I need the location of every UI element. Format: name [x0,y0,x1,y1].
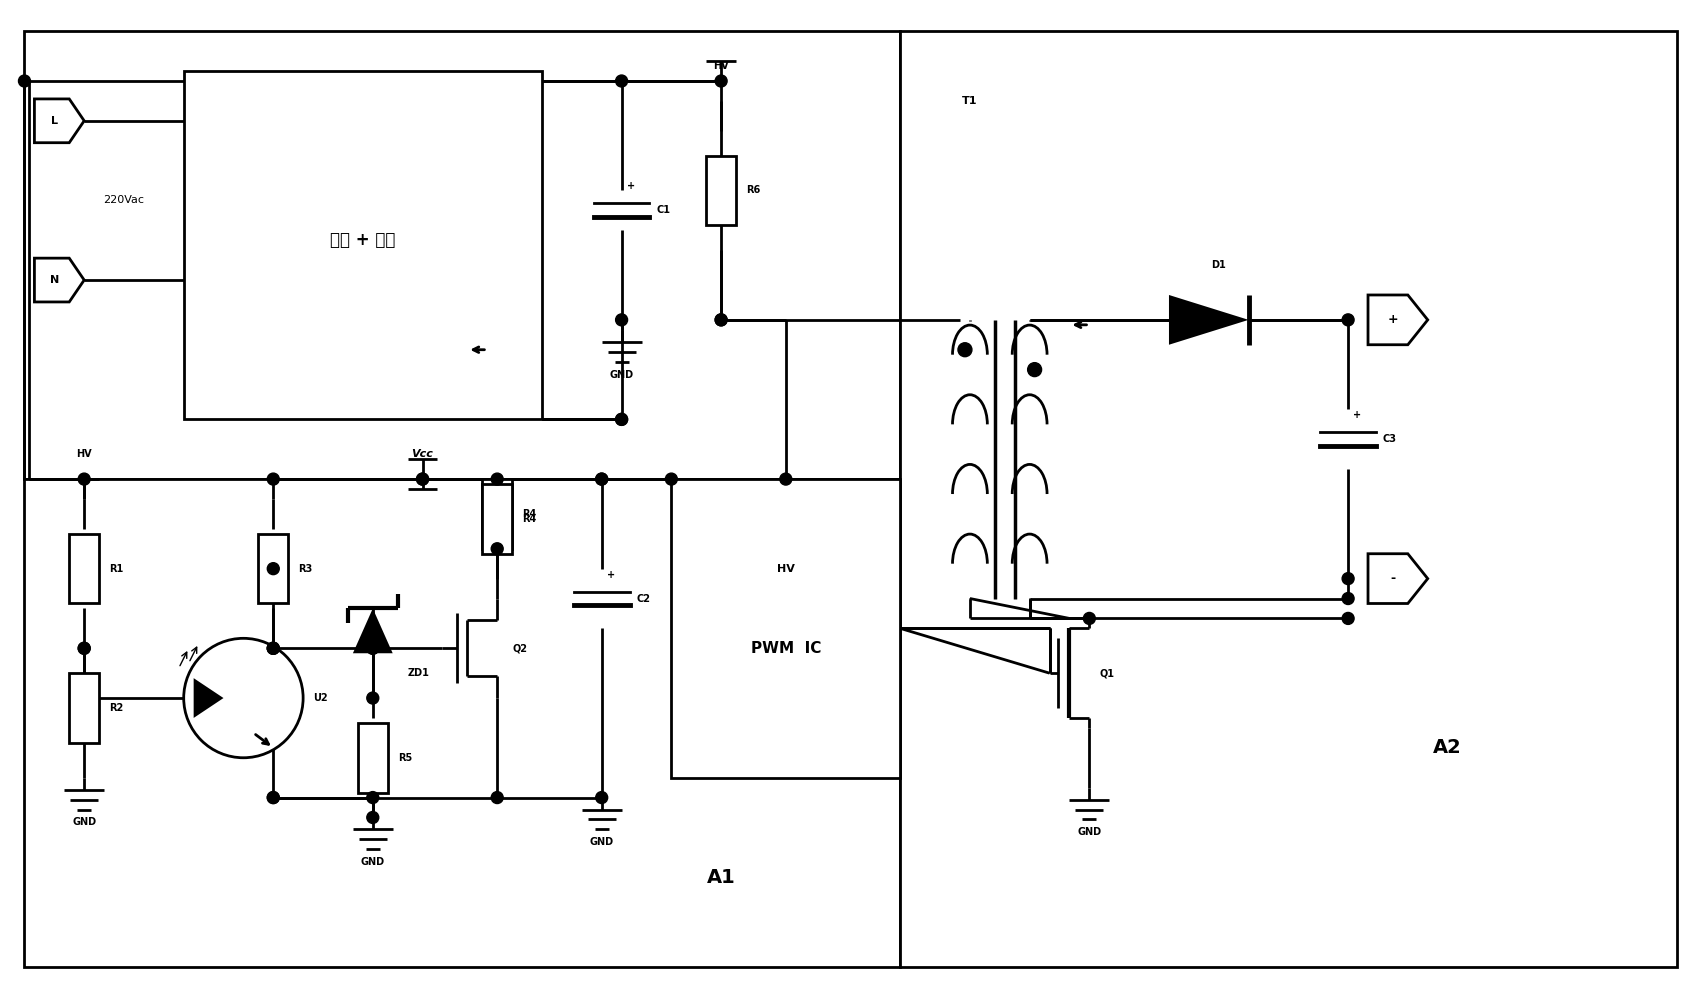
Circle shape [417,473,429,485]
Circle shape [1342,593,1354,605]
Polygon shape [194,678,223,718]
Text: ZD1: ZD1 [408,669,429,679]
Text: C1: C1 [657,206,670,216]
Circle shape [78,473,90,485]
Circle shape [367,791,379,803]
Text: +: + [1352,410,1361,420]
Circle shape [492,791,503,803]
Text: Q1: Q1 [1099,669,1114,679]
Circle shape [367,643,379,655]
Circle shape [779,473,791,485]
Circle shape [714,75,726,87]
Text: R3: R3 [298,564,313,574]
Polygon shape [352,609,393,654]
Polygon shape [34,99,83,143]
Text: L: L [51,116,58,126]
Text: R1: R1 [109,564,122,574]
Circle shape [367,643,379,655]
Circle shape [595,791,607,803]
Circle shape [78,643,90,655]
Text: T1: T1 [963,96,978,106]
Text: 滤波 + 整流: 滤波 + 整流 [330,232,396,250]
Text: U2: U2 [313,693,328,703]
Circle shape [595,473,607,485]
Bar [483,484,512,554]
Circle shape [492,473,503,485]
Text: -: - [1390,572,1395,585]
Circle shape [714,314,726,325]
Text: +: + [607,570,614,580]
Text: A2: A2 [1434,739,1461,757]
Circle shape [616,75,628,87]
Circle shape [665,473,677,485]
Text: Q2: Q2 [512,644,527,654]
Bar [259,534,287,604]
Circle shape [1027,362,1041,376]
Circle shape [417,473,429,485]
Circle shape [492,543,503,555]
Text: GND: GND [71,817,97,827]
Text: R6: R6 [747,186,760,196]
Polygon shape [1368,295,1427,344]
Text: R2: R2 [109,703,122,713]
Circle shape [184,639,303,757]
Bar [184,71,543,419]
Bar [24,479,900,967]
Text: GND: GND [609,369,634,379]
Text: HV: HV [777,564,794,574]
Circle shape [267,791,279,803]
Bar [70,534,99,604]
Circle shape [267,563,279,575]
Bar [70,674,99,743]
Bar [24,31,900,479]
Text: N: N [49,275,60,285]
Circle shape [78,643,90,655]
Bar [483,479,512,549]
Text: 220Vac: 220Vac [104,196,145,206]
Bar [900,31,1677,967]
Circle shape [267,473,279,485]
Circle shape [267,643,279,655]
Text: HV: HV [713,61,730,71]
Circle shape [1342,573,1354,585]
Circle shape [19,75,31,87]
Circle shape [616,413,628,425]
Text: GND: GND [361,857,384,867]
Circle shape [958,342,971,356]
Circle shape [1342,613,1354,625]
Circle shape [367,811,379,823]
Circle shape [714,314,726,325]
Polygon shape [1368,554,1427,604]
Bar [672,479,900,777]
Circle shape [616,314,628,325]
Text: GND: GND [590,837,614,847]
Text: A1: A1 [706,867,735,886]
Circle shape [367,692,379,704]
Polygon shape [34,258,83,302]
Circle shape [267,643,279,655]
Bar [706,156,737,226]
Text: C3: C3 [1383,434,1397,444]
Circle shape [267,643,279,655]
Text: +: + [626,182,634,192]
Text: R4: R4 [522,514,536,524]
Text: R5: R5 [398,752,412,762]
Circle shape [616,413,628,425]
Text: PWM  IC: PWM IC [750,641,822,656]
Text: GND: GND [1077,827,1102,837]
Text: C2: C2 [636,594,650,604]
Text: R4: R4 [522,509,536,519]
Text: +: + [1388,313,1398,326]
Polygon shape [1169,295,1249,344]
Text: D1: D1 [1211,260,1226,270]
Circle shape [1342,314,1354,325]
Bar [357,723,388,792]
Circle shape [267,791,279,803]
Text: HV: HV [77,449,92,459]
Circle shape [1084,613,1095,625]
Circle shape [595,473,607,485]
Text: Vcc: Vcc [412,449,434,459]
